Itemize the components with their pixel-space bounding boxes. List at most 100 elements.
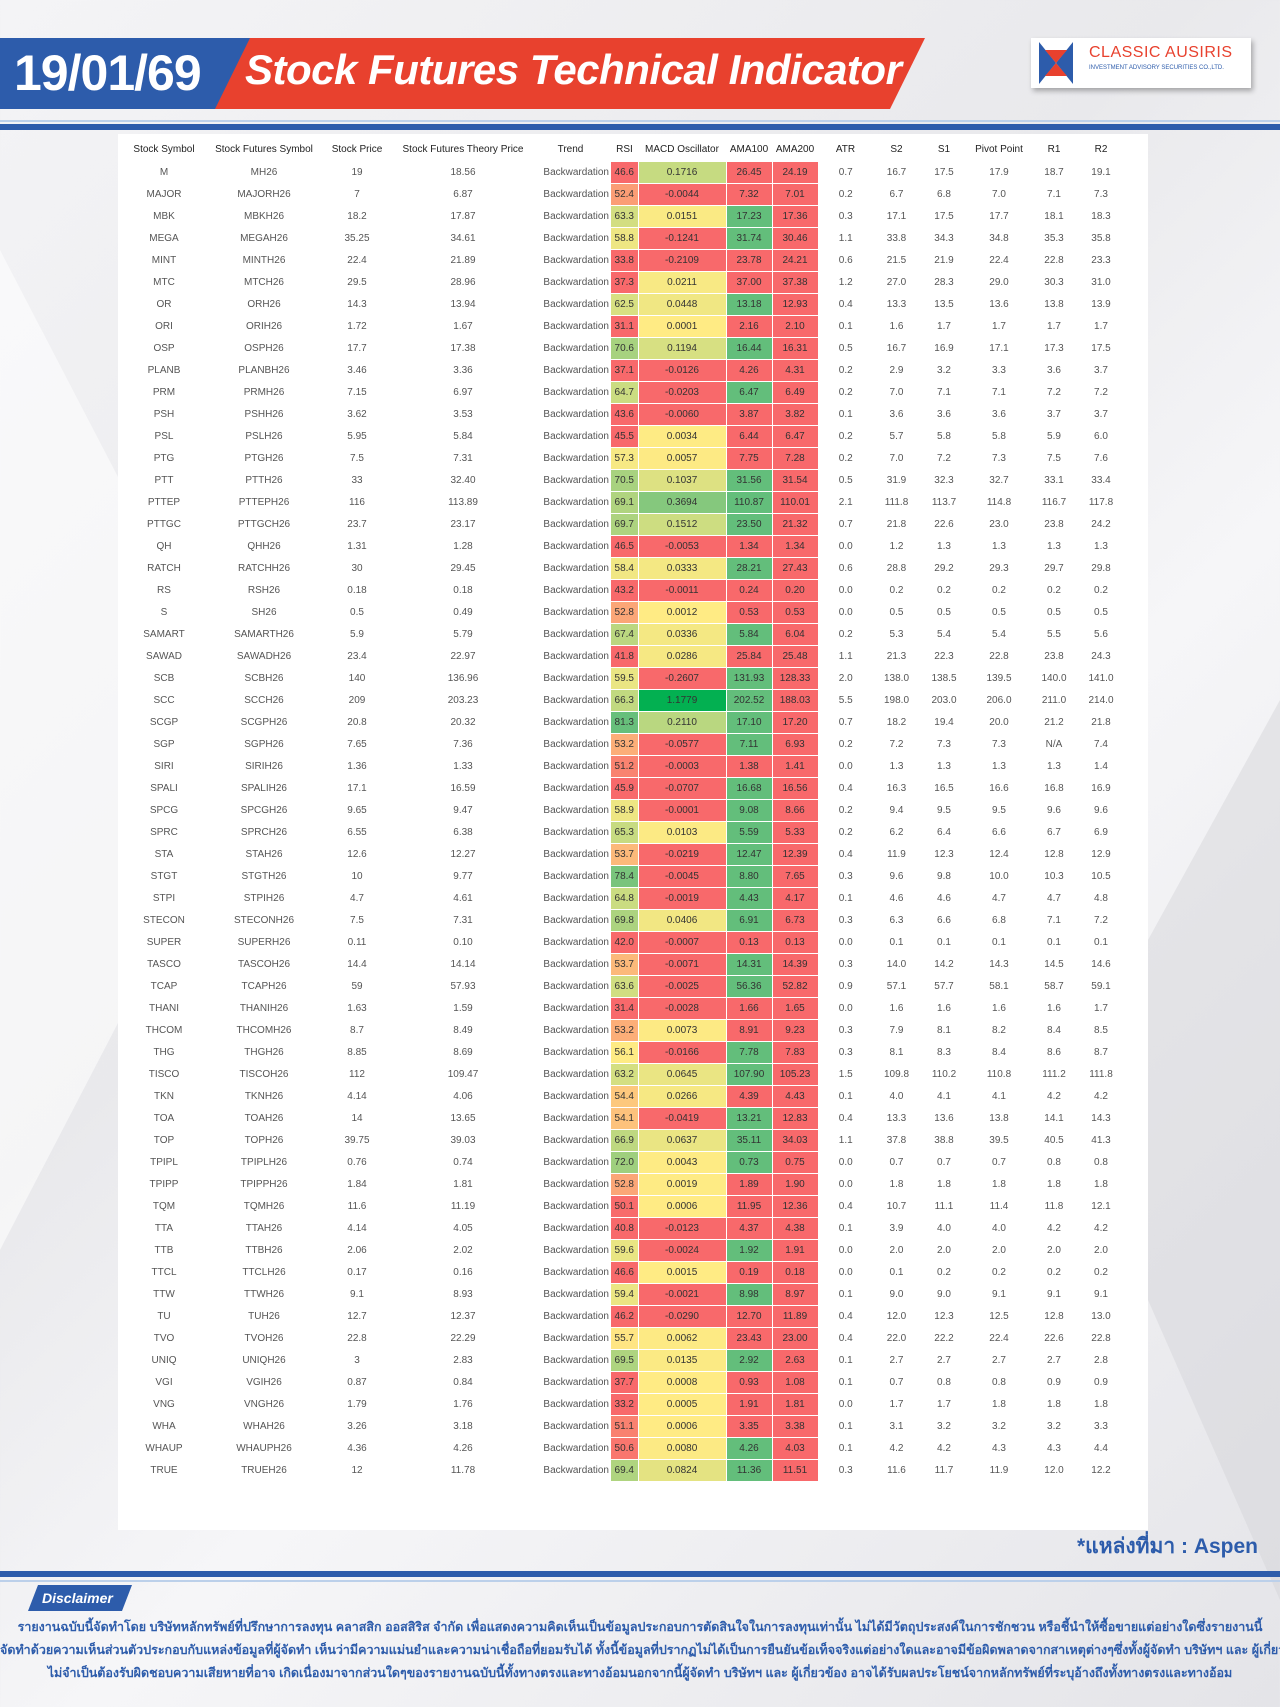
ama100-cell: 4.26 — [726, 1437, 773, 1460]
r1-cell: 4.2 — [1030, 1217, 1078, 1240]
r2-cell: 7.2 — [1078, 909, 1124, 932]
s2-cell: 37.8 — [873, 1129, 920, 1152]
table-row: TPIPP TPIPPH26 1.84 1.81 Backwardation 52.8 0.… — [118, 1173, 1124, 1196]
pivot-point-cell: 14.3 — [968, 953, 1030, 976]
stock-symbol-cell: RATCH — [118, 557, 210, 580]
r1-cell: 11.8 — [1030, 1195, 1078, 1218]
ama200-cell: 17.36 — [772, 205, 819, 228]
stock-price-cell: 4.14 — [318, 1085, 396, 1108]
r2-cell: 6.9 — [1078, 821, 1124, 844]
rsi-cell: 46.6 — [611, 1261, 639, 1284]
pivot-point-cell: 39.5 — [968, 1129, 1030, 1152]
r2-cell: 0.8 — [1078, 1151, 1124, 1174]
ama100-cell: 110.87 — [726, 491, 773, 514]
rsi-cell: 37.1 — [611, 359, 639, 382]
rsi-cell: 69.7 — [611, 513, 639, 536]
ama200-cell: 21.32 — [772, 513, 819, 536]
pivot-point-cell: 3.3 — [968, 359, 1030, 382]
stock-price-cell: 12 — [318, 1459, 396, 1482]
stock-price-cell: 22.4 — [318, 249, 396, 272]
rsi-cell: 64.8 — [611, 887, 639, 910]
ama200-cell: 0.20 — [772, 579, 819, 602]
r2-cell: 33.4 — [1078, 469, 1124, 492]
futures-symbol-cell: TPIPPH26 — [210, 1173, 318, 1196]
table-row: PSH PSHH26 3.62 3.53 Backwardation 43.6 -0.006… — [118, 403, 1124, 426]
trend-cell: Backwardation — [530, 1217, 611, 1240]
r1-cell: 4.2 — [1030, 1085, 1078, 1108]
r1-cell: 111.2 — [1030, 1063, 1078, 1086]
trend-cell: Backwardation — [530, 293, 611, 316]
ama100-cell: 23.43 — [726, 1327, 773, 1350]
atr-cell: 0.0 — [818, 755, 873, 778]
r1-cell: 0.2 — [1030, 579, 1078, 602]
stock-price-cell: 10 — [318, 865, 396, 888]
r1-cell: 30.3 — [1030, 271, 1078, 294]
s1-cell: 1.7 — [920, 1393, 968, 1416]
atr-cell: 0.7 — [818, 711, 873, 734]
atr-cell: 0.4 — [818, 1107, 873, 1130]
ama100-cell: 2.92 — [726, 1349, 773, 1372]
macd-cell: -0.2109 — [638, 249, 727, 272]
stock-price-cell: 3 — [318, 1349, 396, 1372]
column-header: Stock Futures Symbol — [215, 143, 313, 155]
stock-price-cell: 7.5 — [318, 447, 396, 470]
s1-cell: 38.8 — [920, 1129, 968, 1152]
r1-cell: 35.3 — [1030, 227, 1078, 250]
atr-cell: 0.3 — [818, 1459, 873, 1482]
futures-symbol-cell: QHH26 — [210, 535, 318, 558]
r2-cell: 14.3 — [1078, 1107, 1124, 1130]
ama200-cell: 6.49 — [772, 381, 819, 404]
rsi-cell: 53.7 — [611, 953, 639, 976]
table-row: SPCG SPCGH26 9.65 9.47 Backwardation 58.9 -0.0… — [118, 799, 1124, 822]
table-row: TOA TOAH26 14 13.65 Backwardation 54.1 -0.0419… — [118, 1107, 1124, 1130]
ama100-cell: 1.89 — [726, 1173, 773, 1196]
s2-cell: 7.0 — [873, 381, 920, 404]
s1-cell: 9.0 — [920, 1283, 968, 1306]
title-banner — [215, 38, 925, 109]
pivot-point-cell: 5.4 — [968, 623, 1030, 646]
r1-cell: 9.1 — [1030, 1283, 1078, 1306]
table-row: S SH26 0.5 0.49 Backwardation 52.8 0.0012 0.53 0… — [118, 601, 1124, 624]
atr-cell: 2.1 — [818, 491, 873, 514]
trend-cell: Backwardation — [530, 1459, 611, 1482]
s1-cell: 4.6 — [920, 887, 968, 910]
pivot-point-cell: 7.1 — [968, 381, 1030, 404]
pivot-point-cell: 10.0 — [968, 865, 1030, 888]
rsi-cell: 33.8 — [611, 249, 639, 272]
pivot-point-cell: 12.5 — [968, 1305, 1030, 1328]
ama100-cell: 25.84 — [726, 645, 773, 668]
atr-cell: 0.5 — [818, 337, 873, 360]
s1-cell: 22.6 — [920, 513, 968, 536]
ama100-cell: 0.93 — [726, 1371, 773, 1394]
rsi-cell: 31.1 — [611, 315, 639, 338]
ama100-cell: 0.13 — [726, 931, 773, 954]
s2-cell: 13.3 — [873, 1107, 920, 1130]
theory-price-cell: 8.49 — [396, 1019, 530, 1042]
ama200-cell: 1.41 — [772, 755, 819, 778]
s1-cell: 0.1 — [920, 931, 968, 954]
stock-price-cell: 7 — [318, 183, 396, 206]
futures-symbol-cell: PTTH26 — [210, 469, 318, 492]
futures-symbol-cell: MBKH26 — [210, 205, 318, 228]
r2-cell: 6.0 — [1078, 425, 1124, 448]
theory-price-cell: 17.87 — [396, 205, 530, 228]
trend-cell: Backwardation — [530, 931, 611, 954]
pivot-point-cell: 22.8 — [968, 645, 1030, 668]
macd-cell: -0.0577 — [638, 733, 727, 756]
stock-symbol-cell: THG — [118, 1041, 210, 1064]
atr-cell: 0.6 — [818, 249, 873, 272]
stock-price-cell: 17.7 — [318, 337, 396, 360]
stock-price-cell: 18.2 — [318, 205, 396, 228]
macd-cell: 0.0012 — [638, 601, 727, 624]
s2-cell: 3.6 — [873, 403, 920, 426]
atr-cell: 0.3 — [818, 1041, 873, 1064]
s1-cell: 13.6 — [920, 1107, 968, 1130]
theory-price-cell: 1.76 — [396, 1393, 530, 1416]
s1-cell: 21.9 — [920, 249, 968, 272]
rsi-cell: 57.3 — [611, 447, 639, 470]
macd-cell: 0.0637 — [638, 1129, 727, 1152]
stock-symbol-cell: PSL — [118, 425, 210, 448]
s2-cell: 9.0 — [873, 1283, 920, 1306]
ama100-cell: 2.16 — [726, 315, 773, 338]
stock-symbol-cell: STA — [118, 843, 210, 866]
